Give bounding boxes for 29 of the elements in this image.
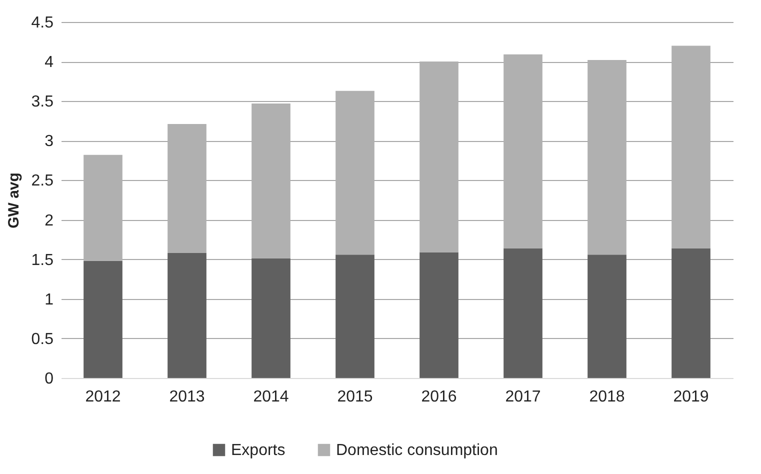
bar <box>84 260 122 378</box>
bar <box>336 254 374 378</box>
x-tick-label: 2018 <box>589 388 625 406</box>
y-tick-label: 0 <box>44 370 54 388</box>
y-tick-label: 2.5 <box>31 172 54 190</box>
y-tick-label: 3.5 <box>31 94 54 111</box>
legend-label: Domestic consumption <box>336 442 498 459</box>
bar <box>252 258 290 378</box>
y-tick-label: 1 <box>44 291 54 308</box>
x-tick-label: 2014 <box>253 388 289 406</box>
y-tick-label: 1.5 <box>31 252 54 269</box>
y-tick-label: 4 <box>44 54 54 72</box>
x-tick-label: 2016 <box>421 388 457 406</box>
bar <box>588 254 626 378</box>
y-tick-label: 3 <box>44 133 54 150</box>
y-tick-label: 4.5 <box>31 14 54 32</box>
bar <box>168 253 206 378</box>
y-tick-label: 0.5 <box>31 330 54 348</box>
legend-label: Exports <box>231 442 286 459</box>
y-axis-title: GW avg <box>5 172 22 228</box>
x-tick-label: 2017 <box>505 388 541 406</box>
bar <box>504 248 542 378</box>
x-tick-label: 2012 <box>85 388 121 406</box>
y-tick-label: 2 <box>44 212 54 230</box>
x-tick-label: 2019 <box>673 388 709 406</box>
bar <box>420 252 458 378</box>
x-tick-label: 2013 <box>169 388 205 406</box>
x-tick-label: 2015 <box>337 388 373 406</box>
bar <box>672 248 710 378</box>
